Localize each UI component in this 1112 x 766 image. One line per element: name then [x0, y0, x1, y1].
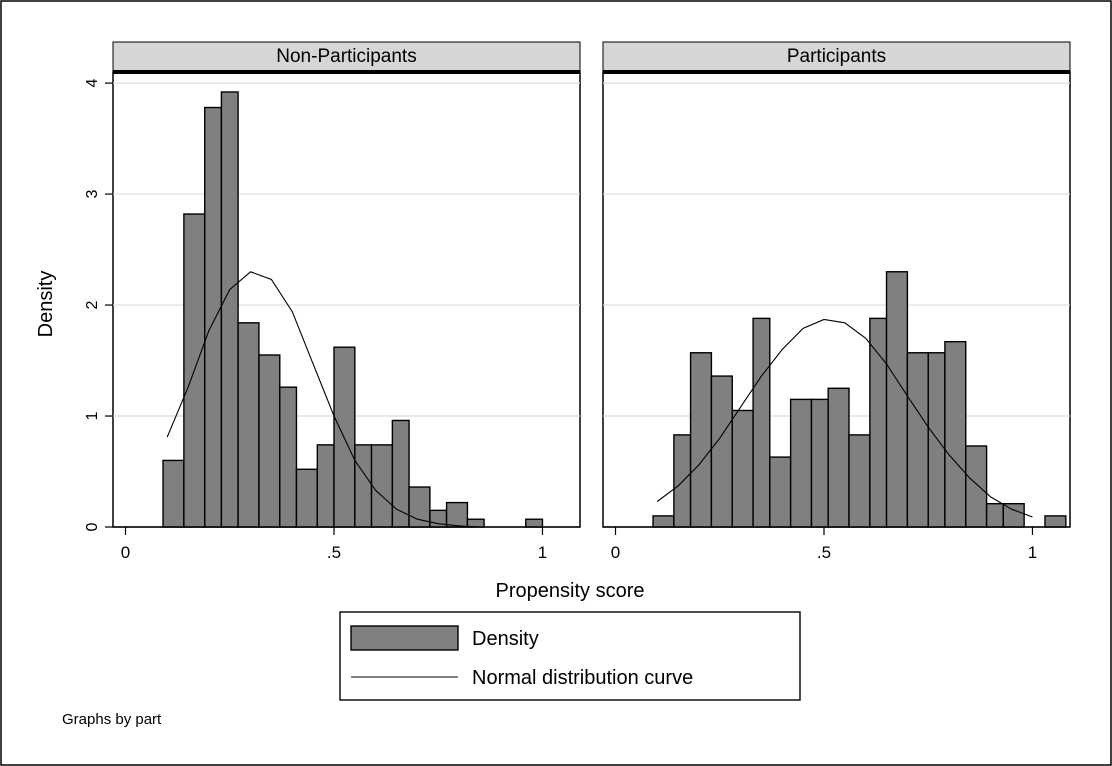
panel-title: Participants [787, 46, 886, 67]
histogram-bar [525, 518, 544, 528]
histogram-bar [237, 322, 260, 528]
histogram-bar [731, 409, 754, 528]
histogram-bar [869, 317, 888, 528]
histogram-bar [316, 444, 335, 528]
histogram-bar [927, 352, 946, 528]
histogram-bar [258, 354, 281, 528]
x-tick-label: .5 [327, 543, 341, 562]
x-axis-title: Propensity score [496, 580, 645, 602]
legend-density-swatch [350, 625, 459, 651]
graphs-by-note: Graphs by part [62, 711, 162, 728]
histogram-bar [1002, 502, 1025, 528]
histogram-bar [370, 444, 394, 528]
histogram-bar [827, 387, 850, 528]
histogram-bar [906, 352, 929, 528]
histogram-bar [985, 502, 1004, 528]
legend-density-label: Density [472, 628, 539, 650]
histogram-bar [220, 91, 239, 528]
histogram-bar [769, 456, 792, 528]
histogram-bar [689, 352, 713, 528]
histogram-bar [445, 501, 469, 528]
x-tick-label: 0 [121, 543, 130, 562]
histogram-bar [162, 459, 185, 528]
histogram-bar [848, 434, 871, 528]
x-tick-label: 1 [538, 543, 547, 562]
y-tick-label: 4 [84, 79, 101, 88]
y-axis: 0 1 2 3 4 [84, 79, 113, 531]
histogram-bar [295, 468, 319, 528]
panel-participants: Participants 0.5 1 [602, 41, 1071, 562]
histogram-bar [710, 375, 733, 528]
y-tick-label: 1 [84, 411, 101, 420]
legend: Density Normal distribution curve [339, 611, 801, 701]
normal-distribution-curve [656, 318, 1033, 518]
histogram-bar [810, 398, 829, 528]
y-axis-title: Density [35, 271, 57, 338]
y-tick-label: 3 [84, 190, 101, 199]
gridlines [603, 82, 1070, 417]
legend-curve-label: Normal distribution curve [472, 667, 693, 689]
histogram-bar [885, 271, 909, 528]
normal-curve [656, 318, 1033, 518]
histogram-bar [965, 445, 988, 528]
y-tick-label: 0 [84, 522, 101, 531]
histogram-bar [466, 518, 485, 528]
histogram-bar [789, 398, 813, 528]
histogram-bar [752, 317, 771, 528]
x-tick-label: 1 [1028, 543, 1037, 562]
panel-title: Non-Participants [276, 46, 416, 67]
panel-strip [602, 41, 1071, 73]
histogram-bar [354, 444, 373, 528]
x-axis: 0.5 1 [603, 526, 1070, 562]
histogram-bar [204, 106, 223, 528]
x-tick-label: .5 [817, 543, 831, 562]
x-axis: 0.5 1 [113, 526, 580, 562]
panel-non-participants: Non-Participants 0.5 1 [112, 41, 581, 562]
histogram-bar [944, 340, 967, 528]
x-tick-label: 0 [611, 543, 620, 562]
histogram-bar [1044, 515, 1067, 528]
y-tick-label: 2 [84, 300, 101, 309]
histogram-bar [673, 434, 692, 528]
histogram-bar [652, 515, 675, 528]
histogram-bar [279, 386, 298, 528]
